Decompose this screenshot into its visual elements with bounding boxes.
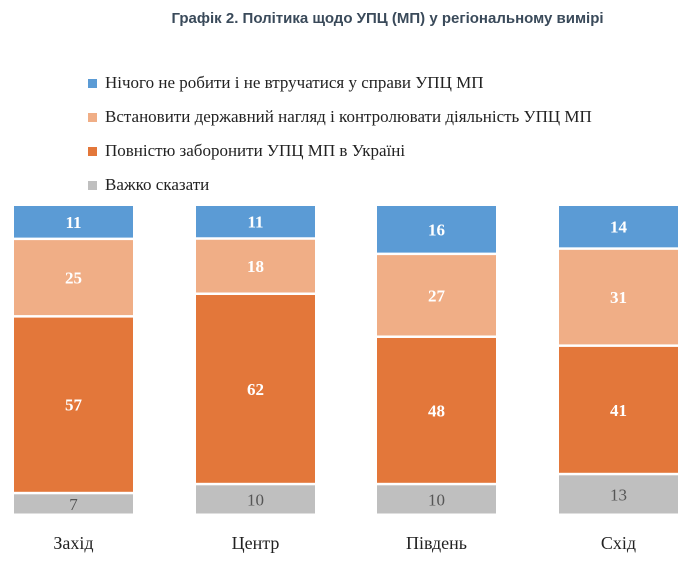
- bar-segment-ban-4: [559, 346, 678, 473]
- legend-item-none: Нічого не робити і не втручатися у справ…: [88, 66, 592, 100]
- bar-segment-hard-to-say-3: [377, 485, 496, 514]
- bar-segment-none-1: [14, 206, 133, 238]
- legend-label-hard-to-say: Важко сказати: [105, 175, 210, 194]
- chart-title: Графік 2. Політика щодо УПЦ (МП) у регіо…: [171, 10, 604, 27]
- data-label-none-1: 11: [65, 213, 81, 232]
- bar-segment-oversight-3: [377, 255, 496, 336]
- data-label-ban-3: 48: [428, 401, 445, 420]
- legend-swatch-ban: [88, 146, 97, 156]
- data-label-hard-to-say-1: 7: [69, 495, 78, 514]
- legend-label-oversight: Встановити державний нагляд і контролюва…: [105, 107, 592, 126]
- bar-segment-hard-to-say-1: [14, 494, 133, 514]
- category-label-4: Схід: [601, 533, 636, 553]
- bar-segment-none-2: [196, 206, 315, 238]
- data-label-oversight-2: 18: [247, 257, 264, 276]
- data-label-none-4: 14: [610, 218, 628, 237]
- legend-item-hard-to-say: Важко сказати: [88, 168, 592, 202]
- bar-segment-hard-to-say-2: [196, 485, 315, 514]
- legend-swatch-oversight: [88, 112, 97, 122]
- data-label-oversight-4: 31: [610, 288, 627, 307]
- data-label-ban-1: 57: [65, 396, 83, 415]
- data-label-none-2: 11: [247, 213, 263, 232]
- data-label-oversight-1: 25: [65, 269, 82, 288]
- data-label-none-3: 16: [428, 220, 445, 239]
- category-label-2: Центр: [232, 533, 280, 553]
- legend-label-none: Нічого не робити і не втручатися у справ…: [105, 73, 484, 92]
- bar-segment-oversight-4: [559, 249, 678, 345]
- category-label-3: Південь: [406, 533, 467, 553]
- data-label-oversight-3: 27: [428, 286, 446, 305]
- data-label-hard-to-say-3: 10: [428, 490, 445, 509]
- data-label-hard-to-say-2: 10: [247, 490, 264, 509]
- bar-segment-ban-3: [377, 337, 496, 483]
- data-label-ban-4: 41: [610, 401, 627, 420]
- legend-label-ban: Повністю заборонити УПЦ МП в Україні: [105, 141, 406, 160]
- legend-item-ban: Повністю заборонити УПЦ МП в Україні: [88, 134, 592, 168]
- category-label-1: Захід: [53, 533, 93, 553]
- bar-segment-none-4: [559, 206, 678, 248]
- bar-segment-none-3: [377, 206, 496, 253]
- legend-item-oversight: Встановити державний нагляд і контролюва…: [88, 100, 592, 134]
- legend: Нічого не робити і не втручатися у справ…: [88, 66, 592, 202]
- bar-segment-oversight-2: [196, 239, 315, 293]
- bar-segment-hard-to-say-4: [559, 475, 678, 514]
- legend-swatch-none: [88, 78, 97, 88]
- data-label-ban-2: 62: [247, 380, 264, 399]
- data-label-hard-to-say-4: 13: [610, 485, 627, 504]
- bar-segment-oversight-1: [14, 240, 133, 316]
- bar-segment-ban-1: [14, 317, 133, 492]
- legend-swatch-hard-to-say: [88, 180, 97, 190]
- bar-segment-ban-2: [196, 295, 315, 483]
